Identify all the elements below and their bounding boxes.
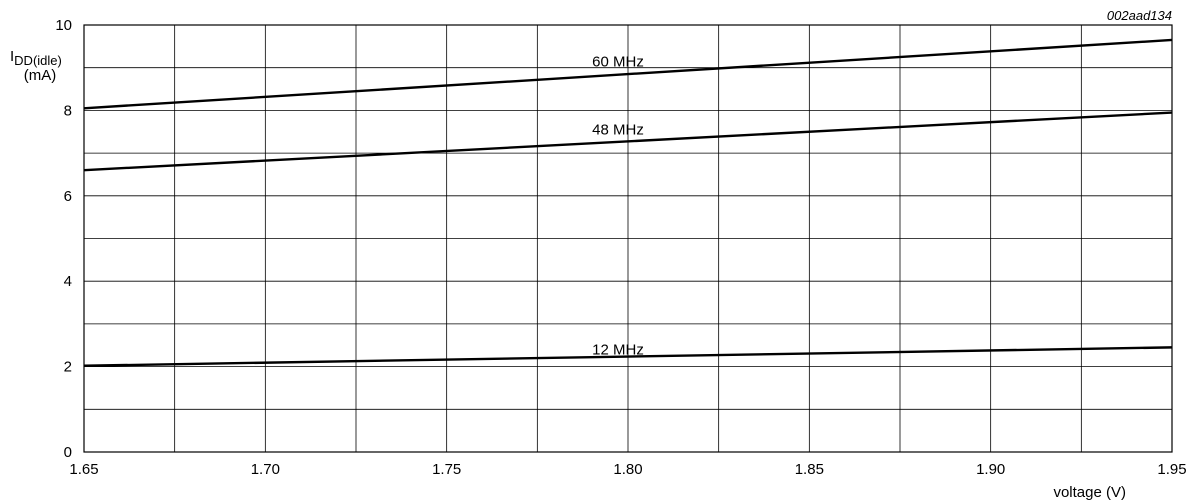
- series-line: [83, 111, 1173, 172]
- x-tick-label: 1.70: [251, 461, 280, 478]
- y-tick-label: 2: [64, 359, 72, 376]
- series-line: [83, 346, 1173, 367]
- series-line: [83, 38, 1173, 110]
- x-tick-label: 1.80: [613, 461, 642, 478]
- y-tick-label: 8: [64, 102, 72, 119]
- x-tick-label: 1.85: [795, 461, 824, 478]
- series-lines: [83, 38, 1173, 367]
- x-tick-label: 1.75: [432, 461, 461, 478]
- x-tick-labels: 1.65 1.70 1.75 1.80 1.85 1.90 1.95: [69, 461, 1186, 478]
- series-labels: 60 MHz 48 MHz 12 MHz: [592, 53, 644, 358]
- y-axis-label-sub: DD(idle): [14, 53, 62, 68]
- x-axis-label: voltage (V): [1053, 484, 1126, 501]
- y-tick-labels: 0 2 4 6 8 10: [55, 17, 72, 461]
- y-tick-label: 6: [64, 188, 72, 205]
- series-label: 12 MHz: [592, 342, 644, 359]
- series-label: 48 MHz: [592, 122, 644, 139]
- plot-frame: [83, 24, 1173, 453]
- y-axis-label-main: I: [10, 48, 14, 65]
- y-tick-label: 10: [55, 17, 72, 34]
- figure-id: 002aad134: [1107, 8, 1172, 23]
- y-axis-label: IDD(idle): [10, 48, 62, 68]
- y-axis-unit: (mA): [24, 67, 57, 84]
- x-tick-label: 1.95: [1157, 461, 1186, 478]
- series-label: 60 MHz: [592, 53, 644, 70]
- grid: [84, 25, 1172, 452]
- x-tick-label: 1.65: [69, 461, 98, 478]
- y-tick-label: 0: [64, 444, 72, 461]
- x-tick-label: 1.90: [976, 461, 1005, 478]
- y-tick-label: 4: [64, 273, 72, 290]
